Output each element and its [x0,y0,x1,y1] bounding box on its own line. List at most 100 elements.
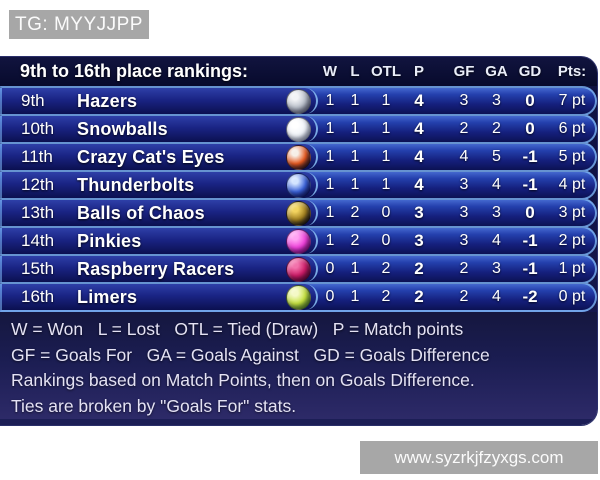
wins-value: 1 [325,120,335,137]
balls-of-chaos-marble-icon [286,200,311,226]
team-pill: 15th Raspberry Racers [2,256,318,282]
otl-value: 1 [381,148,391,165]
goal-diff-value: -1 [522,147,538,166]
goals-against-value: 3 [492,92,501,109]
table-row: 12th Thunderbolts 1 1 1 4 3 4 -1 4 pt [0,170,597,200]
goals-for-value: 2 [459,120,469,137]
pinkies-marble-icon [286,228,311,254]
goal-diff-value: -1 [522,231,538,250]
match-points-value: 3 [414,203,424,222]
wins-value: 1 [325,92,335,109]
table-row: 14th Pinkies 1 2 0 3 3 4 -1 2 pt [0,226,597,256]
team-name: Thunderbolts [77,174,195,195]
goals-against-value: 5 [492,148,501,165]
table-row: 15th Raspberry Racers 0 1 2 2 2 3 -1 1 p… [0,254,597,284]
table-header: 9th to 16th place rankings: W L OTL P GF GA GD… [0,57,597,86]
losses-value: 1 [350,288,360,305]
points-value: 7 pt [558,92,586,109]
team-name: Pinkies [77,230,142,251]
otl-value: 1 [381,92,391,109]
team-name: Raspberry Racers [77,258,235,279]
otl-value: 0 [381,232,391,249]
column-header-gd: GD [518,63,542,80]
goals-against-value: 3 [492,260,501,277]
rank-label: 14th [21,231,55,250]
goals-against-value: 4 [492,288,501,305]
goals-for-value: 2 [459,288,469,305]
wins-value: 0 [325,288,335,305]
table-title: 9th to 16th place rankings: [20,61,249,81]
team-name: Limers [77,286,138,307]
rankings-panel: 9th to 16th place rankings: W L OTL P GF GA GD… [0,57,597,425]
goal-diff-value: -2 [522,287,538,306]
goals-for-value: 2 [459,260,469,277]
team-pill: 10th Snowballs [2,116,318,142]
match-points-value: 4 [414,147,424,166]
otl-value: 2 [381,260,391,277]
match-points-value: 4 [414,91,424,110]
goals-for-value: 4 [459,148,469,165]
match-points-value: 4 [414,119,424,138]
legend-line-ranking-rule: Rankings based on Match Points, then on … [11,370,475,390]
otl-value: 2 [381,288,391,305]
table-row: 16th Limers 0 1 2 2 2 4 -2 0 pt [0,282,597,312]
goals-against-value: 4 [492,232,501,249]
goal-diff-value: 0 [525,203,535,222]
points-value: 4 pt [558,176,586,193]
goal-diff-value: 0 [525,91,535,110]
losses-value: 1 [350,176,360,193]
points-value: 0 pt [558,288,586,305]
wins-value: 1 [325,204,335,221]
goals-for-value: 3 [459,232,469,249]
otl-value: 0 [381,204,391,221]
goals-against-value: 4 [492,176,501,193]
raspberry-racers-marble-icon [286,256,311,282]
goals-for-value: 3 [459,92,469,109]
rankings-rows: 9th Hazers 1 1 1 4 3 3 0 7 pt 10th Snowb… [0,86,597,312]
thunderbolts-marble-icon [286,172,311,198]
team-name: Balls of Chaos [77,202,205,223]
legend-line-tiebreak-rule: Ties are broken by "Goals For" stats. [11,395,297,416]
legend-line-goals: GF = Goals For GA = Goals Against GD = G… [11,344,490,365]
legend-line-results: W = Won L = Lost OTL = Tied (Draw) P = M… [11,319,464,339]
rank-label: 13th [21,203,55,222]
limers-marble-icon [286,284,311,310]
rank-label: 12th [21,175,55,194]
points-value: 5 pt [558,148,586,165]
column-header-l: L [350,63,360,80]
legend-panel: W = Won L = Lost OTL = Tied (Draw) P = M… [0,312,597,419]
crazy-cats-eyes-marble-icon [286,144,311,170]
table-row: 10th Snowballs 1 1 1 4 2 2 0 6 pt [0,114,597,144]
team-pill: 12th Thunderbolts [2,172,318,198]
goals-for-value: 3 [459,204,469,221]
goal-diff-value: -1 [522,259,538,278]
wins-value: 0 [325,260,335,277]
snowballs-marble-icon [286,116,311,142]
points-value: 6 pt [558,120,586,137]
table-row: 9th Hazers 1 1 1 4 3 3 0 7 pt [0,86,597,116]
table-row: 13th Balls of Chaos 1 2 0 3 3 3 0 3 pt [0,198,597,228]
goals-for-value: 3 [459,176,469,193]
points-value: 2 pt [558,232,586,249]
team-name: Snowballs [77,118,168,139]
team-pill: 14th Pinkies [2,228,318,254]
points-value: 1 pt [558,260,586,277]
table-row: 11th Crazy Cat's Eyes 1 1 1 4 4 5 -1 5 p… [0,142,597,172]
goal-diff-value: -1 [522,175,538,194]
team-pill: 9th Hazers [2,88,318,114]
rank-label: 10th [21,119,55,138]
losses-value: 1 [350,120,360,137]
team-pill: 13th Balls of Chaos [2,200,318,226]
rank-label: 11th [21,147,53,166]
points-value: 3 pt [558,204,586,221]
column-header-gf: GF [453,63,475,80]
losses-value: 1 [350,92,360,109]
column-header-otl: OTL [371,63,401,80]
hazers-marble-icon [286,88,311,114]
match-points-value: 2 [414,287,424,306]
wins-value: 1 [325,148,335,165]
match-points-value: 3 [414,231,424,250]
team-name: Hazers [77,90,138,111]
team-pill: 16th Limers [2,284,318,310]
goal-diff-value: 0 [525,119,535,138]
